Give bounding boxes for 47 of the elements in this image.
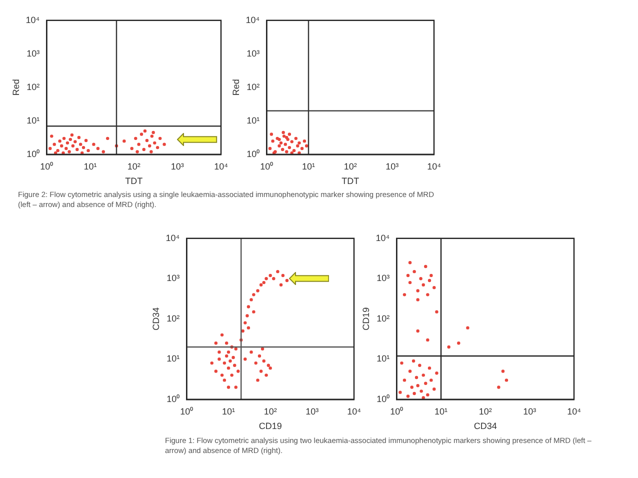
x-tick-label: 10⁴ xyxy=(427,161,442,172)
y-tick-label: 10⁰ xyxy=(166,394,180,404)
x-axis-title: TDT xyxy=(342,176,360,186)
y-tick-label: 10⁰ xyxy=(246,148,260,159)
x-tick-label: 10³ xyxy=(386,161,399,172)
y-axis-title: CD34 xyxy=(150,307,161,330)
x-tick-label: 10⁰ xyxy=(390,406,404,416)
x-tick-label: 10³ xyxy=(523,406,536,416)
y-tick-label: 10² xyxy=(246,82,260,92)
y-tick-label: 10¹ xyxy=(166,354,180,364)
x-tick-label: 10⁰ xyxy=(180,406,194,416)
x-tick-label: 10⁰ xyxy=(260,161,274,172)
y-tick-label: 10³ xyxy=(26,48,40,58)
y-axis-title: CD19 xyxy=(360,307,371,330)
y-tick-label: 10³ xyxy=(376,273,390,284)
x-axis-title: CD34 xyxy=(474,421,497,432)
y-tick-label: 10⁴ xyxy=(26,14,40,25)
x-tick-label: 10² xyxy=(127,161,140,172)
y-tick-label: 10¹ xyxy=(246,115,260,126)
y-axis-title: Red xyxy=(230,79,241,96)
x-tick-label: 10² xyxy=(344,161,357,172)
x-tick-label: 10¹ xyxy=(222,406,236,416)
x-tick-label: 10⁴ xyxy=(347,406,362,416)
x-axis-title: CD19 xyxy=(258,421,282,432)
y-axis-title: Red xyxy=(10,79,21,96)
y-tick-label: 10² xyxy=(376,313,390,324)
x-tick-label: 10¹ xyxy=(302,161,316,172)
x-tick-label: 10³ xyxy=(306,406,319,416)
y-tick-label: 10⁴ xyxy=(376,232,390,243)
y-tick-label: 10¹ xyxy=(26,115,40,126)
y-tick-label: 10³ xyxy=(246,48,260,58)
y-tick-label: 10⁴ xyxy=(246,14,260,25)
x-tick-label: 10² xyxy=(478,406,492,416)
x-tick-label: 10⁴ xyxy=(214,161,228,172)
y-tick-label: 10⁴ xyxy=(166,232,180,243)
x-tick-label: 10² xyxy=(264,406,277,416)
x-tick-label: 10¹ xyxy=(84,161,97,172)
y-tick-label: 10² xyxy=(166,313,180,324)
x-tick-label: 10⁴ xyxy=(567,406,582,416)
x-axis-title: TDT xyxy=(125,176,144,186)
y-tick-label: 10³ xyxy=(166,273,180,284)
y-tick-label: 10⁰ xyxy=(26,148,40,159)
y-tick-label: 10⁰ xyxy=(376,394,390,404)
y-tick-label: 10¹ xyxy=(376,354,390,364)
x-tick-label: 10⁰ xyxy=(40,161,54,172)
x-tick-label: 10¹ xyxy=(434,406,448,416)
y-tick-label: 10² xyxy=(26,82,40,92)
